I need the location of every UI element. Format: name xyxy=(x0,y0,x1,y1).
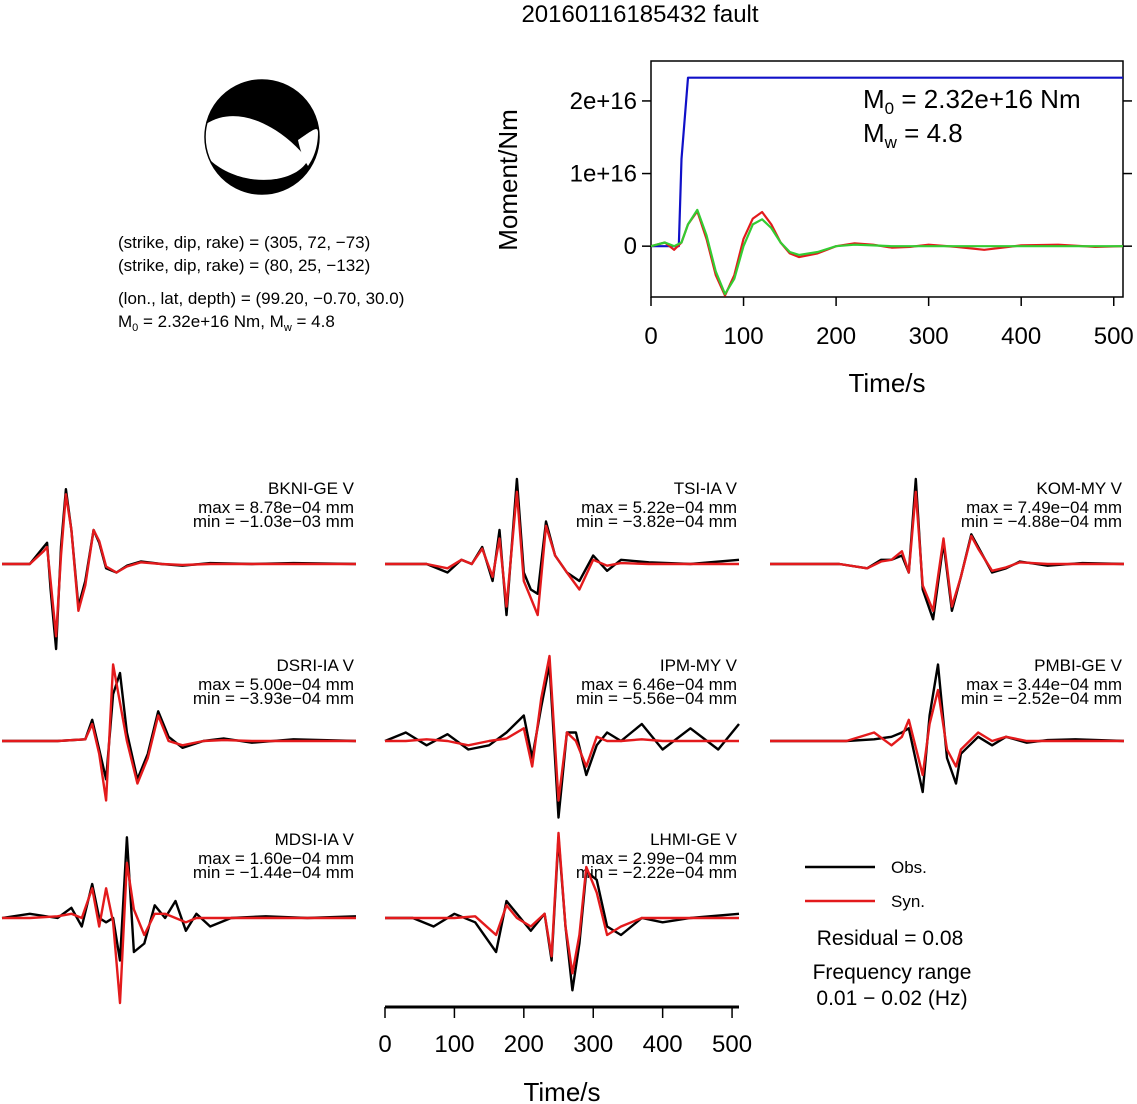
legend-obs-label: Obs. xyxy=(891,858,927,877)
legend-syn-label: Syn. xyxy=(891,892,925,911)
station-min: min = −2.52e−04 mm xyxy=(961,689,1122,708)
station-max: max = 1.60e−04 mm xyxy=(198,849,354,868)
waveform-xtick-label: 400 xyxy=(643,1031,683,1058)
source-parameters: (strike, dip, rake) = (305, 72, −73) (st… xyxy=(118,233,404,334)
moment-plot: 0 1e+16 2e+16 0 100 200 300 400 500 Moment/Nm T… xyxy=(493,60,1134,398)
synthetic-trace xyxy=(770,688,1124,777)
synthetic-trace xyxy=(385,490,739,617)
moment-y-axis: 0 1e+16 2e+16 xyxy=(570,88,1132,260)
waveform-xtick-label: 300 xyxy=(573,1031,613,1058)
synthetic-trace xyxy=(385,831,739,975)
moment-series-line-1 xyxy=(650,210,1124,297)
waveform-xtick-label: 500 xyxy=(712,1031,752,1058)
station-max: max = 5.22e−04 mm xyxy=(581,498,737,517)
station-max: max = 3.44e−04 mm xyxy=(966,675,1122,694)
moment-ytick-label: 1e+16 xyxy=(570,161,637,188)
station-min: min = −3.93e−04 mm xyxy=(193,689,354,708)
station-min: min = −5.56e−04 mm xyxy=(576,689,737,708)
beachball-icon xyxy=(204,79,320,195)
station-min: min = −3.82e−04 mm xyxy=(576,512,737,531)
moment-ytick-label: 0 xyxy=(624,233,637,260)
moment-xlabel: Time/s xyxy=(848,368,925,398)
station-name: IPM-MY V xyxy=(660,656,738,675)
station-name: KOM-MY V xyxy=(1036,479,1122,498)
moment-xtick-label: 300 xyxy=(909,323,949,350)
station-max: max = 2.99e−04 mm xyxy=(581,849,737,868)
residual-label: Residual = 0.08 xyxy=(817,927,964,950)
moment-xtick-label: 200 xyxy=(816,323,856,350)
moment-m0-annotation: M0 = 2.32e+16 Nm xyxy=(863,84,1081,118)
nodal-plane-2: (strike, dip, rake) = (80, 25, −132) xyxy=(118,256,370,275)
moment-xtick-label: 500 xyxy=(1094,323,1134,350)
synthetic-trace xyxy=(2,663,356,802)
waveform-xlabel: Time/s xyxy=(523,1077,600,1104)
station-max: max = 5.00e−04 mm xyxy=(198,675,354,694)
station-max: max = 7.49e−04 mm xyxy=(966,498,1122,517)
station-max: max = 6.46e−04 mm xyxy=(581,675,737,694)
station-name: TSI-IA V xyxy=(674,479,738,498)
waveform-xtick-label: 200 xyxy=(504,1031,544,1058)
station-name: LHMI-GE V xyxy=(650,830,738,849)
waveform-xtick-label: 100 xyxy=(434,1031,474,1058)
nodal-plane-1: (strike, dip, rake) = (305, 72, −73) xyxy=(118,233,370,252)
synthetic-trace xyxy=(2,861,356,1005)
station-name: DSRI-IA V xyxy=(277,656,355,675)
synthetic-trace xyxy=(2,493,356,638)
frequency-title: Frequency range xyxy=(813,961,972,984)
station-min: min = −2.22e−04 mm xyxy=(576,863,737,882)
moment-xtick-label: 100 xyxy=(724,323,764,350)
moment-series-line-2 xyxy=(650,208,1123,296)
figure-title: 20160116185432 fault xyxy=(521,1,758,28)
frequency-range: 0.01 − 0.02 (Hz) xyxy=(816,987,967,1010)
station-name: MDSI-IA V xyxy=(275,830,355,849)
station-min: min = −4.88e−04 mm xyxy=(961,512,1122,531)
moment-mw-annotation: Mw = 4.8 xyxy=(863,118,963,152)
station-max: max = 8.78e−04 mm xyxy=(198,498,354,517)
legend: Obs. Syn. Residual = 0.08 Frequency rang… xyxy=(805,858,971,1010)
station-name: BKNI-GE V xyxy=(268,479,355,498)
station-min: min = −1.03e−03 mm xyxy=(193,512,354,531)
moment-xtick-label: 0 xyxy=(644,323,657,350)
moment-x-axis: 0 100 200 300 400 500 xyxy=(644,297,1134,350)
moment-plot-frame xyxy=(650,60,1124,298)
synthetic-trace xyxy=(385,654,739,802)
moment-ylabel: Moment/Nm xyxy=(493,109,523,251)
moment-xtick-label: 400 xyxy=(1001,323,1041,350)
waveform-xtick-label: 0 xyxy=(378,1031,391,1058)
station-name: PMBI-GE V xyxy=(1034,656,1123,675)
observed-trace xyxy=(770,663,1125,794)
hypocenter: (lon., lat, depth) = (99.20, −0.70, 30.0… xyxy=(118,289,404,308)
synthetic-trace xyxy=(770,490,1124,612)
station-min: min = −1.44e−04 mm xyxy=(193,863,354,882)
observed-trace xyxy=(1,836,357,962)
waveform-x-axis: Time/s 0 100 200 300 400 500 xyxy=(378,1005,752,1104)
moment-summary: M0 = 2.32e+16 Nm, Mw = 4.8 xyxy=(118,312,335,334)
moment-ytick-label: 2e+16 xyxy=(570,88,637,115)
moment-series xyxy=(650,76,1124,297)
